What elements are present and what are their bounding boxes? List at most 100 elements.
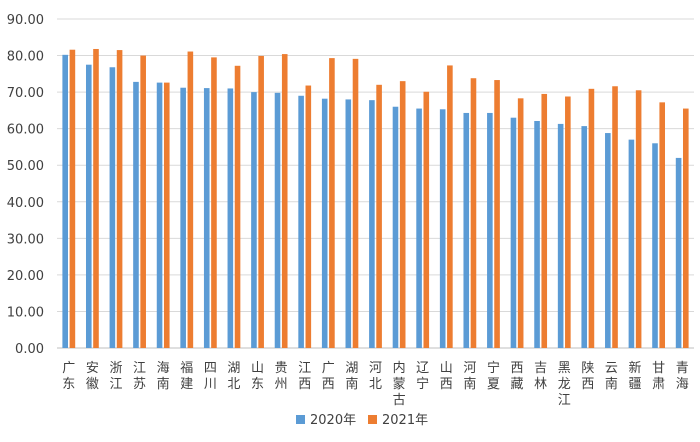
- y-tick-label: 50.00: [7, 159, 44, 174]
- y-tick-label: 90.00: [7, 13, 44, 28]
- bar-series1-6: [180, 87, 186, 348]
- bar-series2-14: [376, 84, 382, 349]
- x-tick-label: 新疆: [629, 360, 642, 392]
- x-tick-label: 青海: [676, 361, 689, 392]
- bar-series2-23: [588, 88, 595, 348]
- bar-series2-1: [69, 49, 76, 349]
- legend-label: 2020年: [310, 413, 356, 428]
- x-tick-label: 辽宁: [416, 361, 429, 392]
- bar-series1-24: [605, 133, 611, 348]
- bar-series2-21: [541, 93, 548, 348]
- bar-series1-26: [652, 143, 658, 348]
- bar-series1-8: [227, 88, 234, 349]
- x-tick-label: 西藏: [511, 361, 524, 392]
- bar-series1-2: [85, 64, 92, 348]
- x-tick-label: 贵州: [275, 361, 288, 392]
- y-tick-label: 30.00: [7, 232, 44, 247]
- bar-series1-12: [321, 98, 328, 348]
- bar-series1-15: [392, 106, 399, 348]
- x-tick-label: 吉林: [534, 361, 547, 392]
- bar-series1-5: [156, 82, 163, 349]
- bar-series1-14: [369, 100, 375, 349]
- bar-series2-25: [635, 90, 642, 348]
- x-tick-label: 四川: [204, 361, 217, 392]
- gridlines: [57, 18, 694, 349]
- bar-series2-24: [612, 86, 618, 348]
- bar-series2-17: [447, 65, 453, 349]
- bar-series2-16: [423, 91, 430, 348]
- x-tick-label: 山西: [440, 361, 453, 392]
- x-tick-label: 河南: [463, 361, 476, 392]
- bar-series1-17: [439, 109, 446, 348]
- bar-series2-2: [93, 48, 99, 348]
- x-tick-label: 广西: [322, 361, 335, 392]
- legend-label: 2021年: [382, 413, 428, 428]
- bar-series1-9: [251, 92, 257, 348]
- y-tick-label: 10.00: [7, 305, 44, 320]
- x-tick-label: 广东: [62, 361, 75, 392]
- legend-swatch: [296, 415, 305, 424]
- y-axis-ticks: 0.00 10.00 20.00 30.00 40.00 50.00 60.00 70.00 8…: [7, 13, 44, 357]
- bar-series1-19: [487, 112, 493, 348]
- bar-series1-1: [62, 54, 68, 348]
- x-tick-label: 湖北: [227, 361, 240, 392]
- bar-series1-13: [345, 99, 352, 348]
- bar-series1-27: [675, 157, 682, 348]
- bar-series2-19: [494, 80, 500, 349]
- bar-series2-4: [140, 55, 146, 349]
- bar-series2-6: [187, 51, 194, 348]
- bar-series2-20: [517, 98, 524, 348]
- y-tick-label: 20.00: [7, 269, 44, 284]
- bar-series2-11: [305, 85, 312, 348]
- x-axis-ticks: 广东安徽浙江江苏海南福建四川湖北山东贵州江西广西湖南河北内蒙古辽宁山西河南宁夏西…: [62, 360, 688, 408]
- bar-series2-7: [211, 57, 217, 348]
- bar-series1-4: [133, 81, 139, 348]
- legend-swatch: [368, 415, 377, 424]
- bar-series1-21: [534, 120, 540, 349]
- x-tick-label: 宁夏: [487, 360, 500, 392]
- y-tick-label: 70.00: [7, 86, 44, 101]
- bar-series2-27: [683, 108, 689, 348]
- x-tick-label: 河北: [369, 361, 382, 392]
- bars: [62, 48, 689, 349]
- bar-series2-8: [234, 65, 241, 348]
- bar-series2-5: [163, 82, 170, 349]
- x-tick-label: 甘肃: [652, 361, 665, 392]
- bar-series2-18: [470, 78, 477, 348]
- y-tick-label: 40.00: [7, 196, 44, 211]
- x-tick-label: 内蒙古: [393, 360, 406, 408]
- bar-series2-15: [399, 81, 406, 348]
- x-tick-label: 黑龙江: [558, 361, 571, 408]
- x-tick-label: 安徽: [86, 361, 99, 392]
- x-tick-label: 江苏: [133, 361, 146, 392]
- x-tick-label: 陕西: [581, 361, 594, 392]
- bar-series2-10: [281, 54, 288, 349]
- x-tick-label: 江西: [298, 361, 311, 392]
- bar-series1-16: [416, 108, 422, 348]
- bar-series2-12: [329, 58, 335, 349]
- bar-series1-23: [581, 126, 588, 348]
- bar-series2-13: [352, 58, 359, 348]
- y-tick-label: 60.00: [7, 123, 44, 138]
- x-tick-label: 浙江: [109, 361, 122, 392]
- bar-series1-11: [298, 95, 304, 349]
- x-tick-label: 海南: [157, 361, 170, 392]
- x-tick-label: 云南: [605, 361, 618, 392]
- bar-series1-20: [510, 117, 517, 348]
- bar-series1-22: [557, 123, 564, 348]
- x-tick-label: 福建: [180, 361, 193, 392]
- bar-series2-22: [565, 96, 571, 348]
- bar-series2-26: [659, 102, 666, 348]
- bar-series1-3: [109, 67, 116, 348]
- x-tick-label: 山东: [251, 361, 264, 392]
- y-tick-label: 80.00: [7, 50, 44, 65]
- legend: 2020年 2021年: [296, 413, 428, 428]
- bar-series1-25: [628, 139, 635, 348]
- x-tick-label: 湖南: [345, 361, 358, 392]
- bar-series1-10: [274, 92, 281, 348]
- bar-series1-18: [463, 112, 470, 348]
- bar-series2-3: [116, 50, 123, 348]
- bar-series1-7: [203, 88, 210, 348]
- bar-series2-9: [258, 55, 264, 349]
